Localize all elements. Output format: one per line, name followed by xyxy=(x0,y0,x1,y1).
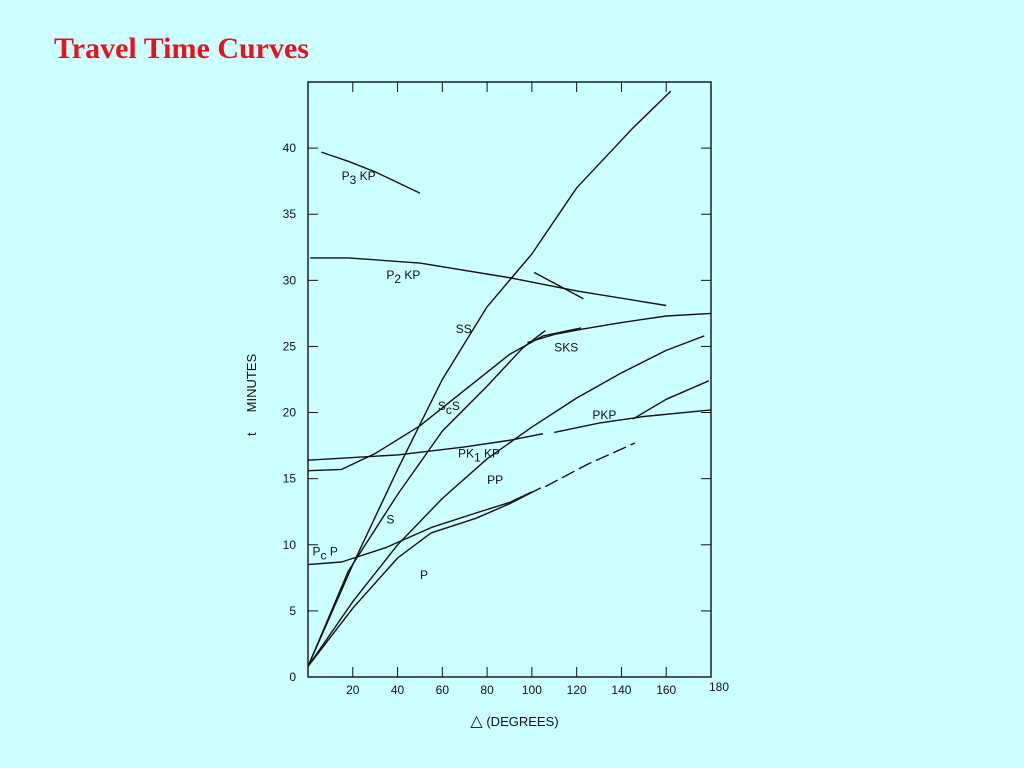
x-tick-label: 40 xyxy=(391,683,405,697)
y-tick-label: 20 xyxy=(283,406,297,420)
curve-label-pp: PP xyxy=(487,473,503,487)
y-tick-label: 15 xyxy=(283,472,297,486)
y-tick-label: 0 xyxy=(289,670,296,684)
curve-pkp xyxy=(554,409,712,434)
chart-curves xyxy=(307,90,712,667)
plot-frame xyxy=(307,81,712,678)
curve-label-ss: SS xyxy=(456,322,472,336)
curve-label-sks: SKS xyxy=(554,341,578,355)
x-tick-label: 20 xyxy=(346,683,360,697)
curve-label-p2kp: P2 KP xyxy=(386,268,420,286)
chart-axes: 0 5 10 15 20 25 30 35 40 20 40 60 80 100 120 140 160 180 xyxy=(283,81,729,697)
y-tick-label: 5 xyxy=(289,604,296,618)
chart-curve-labels: P3 KP P2 KP SS ScS SKS PKP PK1 KP PP S Pc P P xyxy=(312,169,616,582)
curve-p3kp xyxy=(321,151,421,194)
curve-p2kp-branch xyxy=(533,271,584,300)
slide-title: Travel Time Curves xyxy=(54,32,309,65)
y-tick-label: 25 xyxy=(283,339,297,353)
curve-sks xyxy=(527,312,712,344)
curve-label-p3kp: P3 KP xyxy=(342,169,376,187)
y-tick-label: 10 xyxy=(283,538,297,552)
curve-p2kp xyxy=(310,257,667,307)
y-tick-label: 35 xyxy=(283,207,297,221)
curve-pcp xyxy=(307,491,533,566)
curve-pk1kp xyxy=(307,433,544,461)
y-axis-title: tMINUTES xyxy=(244,354,259,436)
x-axis-title: △ (DEGREES) xyxy=(470,713,558,730)
curve-label-p: P xyxy=(420,568,428,582)
curve-label-pk1kp: PK1 KP xyxy=(458,447,500,465)
curve-label-pkp: PKP xyxy=(592,408,616,422)
curve-label-pcp: Pc P xyxy=(312,544,337,562)
curve-pp-branch xyxy=(632,380,710,420)
curve-label-s: S xyxy=(386,513,394,527)
x-tick-label: 120 xyxy=(567,683,587,697)
curve-label-scs: ScS xyxy=(438,399,460,417)
y-axis-label: tMINUTES xyxy=(244,354,259,436)
x-tick-label: 80 xyxy=(480,683,494,697)
curve-pp xyxy=(307,335,705,667)
x-tick-label: 140 xyxy=(611,683,631,697)
y-tick-label: 30 xyxy=(283,273,297,287)
x-tick-label: 160 xyxy=(656,683,676,697)
curve-ss xyxy=(307,90,672,667)
x-tick-label: 180 xyxy=(709,680,729,694)
curve-p-diffracted xyxy=(544,442,636,488)
curve-p xyxy=(307,487,542,667)
x-tick-label: 100 xyxy=(522,683,542,697)
x-tick-label: 60 xyxy=(436,683,450,697)
y-tick-label: 40 xyxy=(283,141,297,155)
